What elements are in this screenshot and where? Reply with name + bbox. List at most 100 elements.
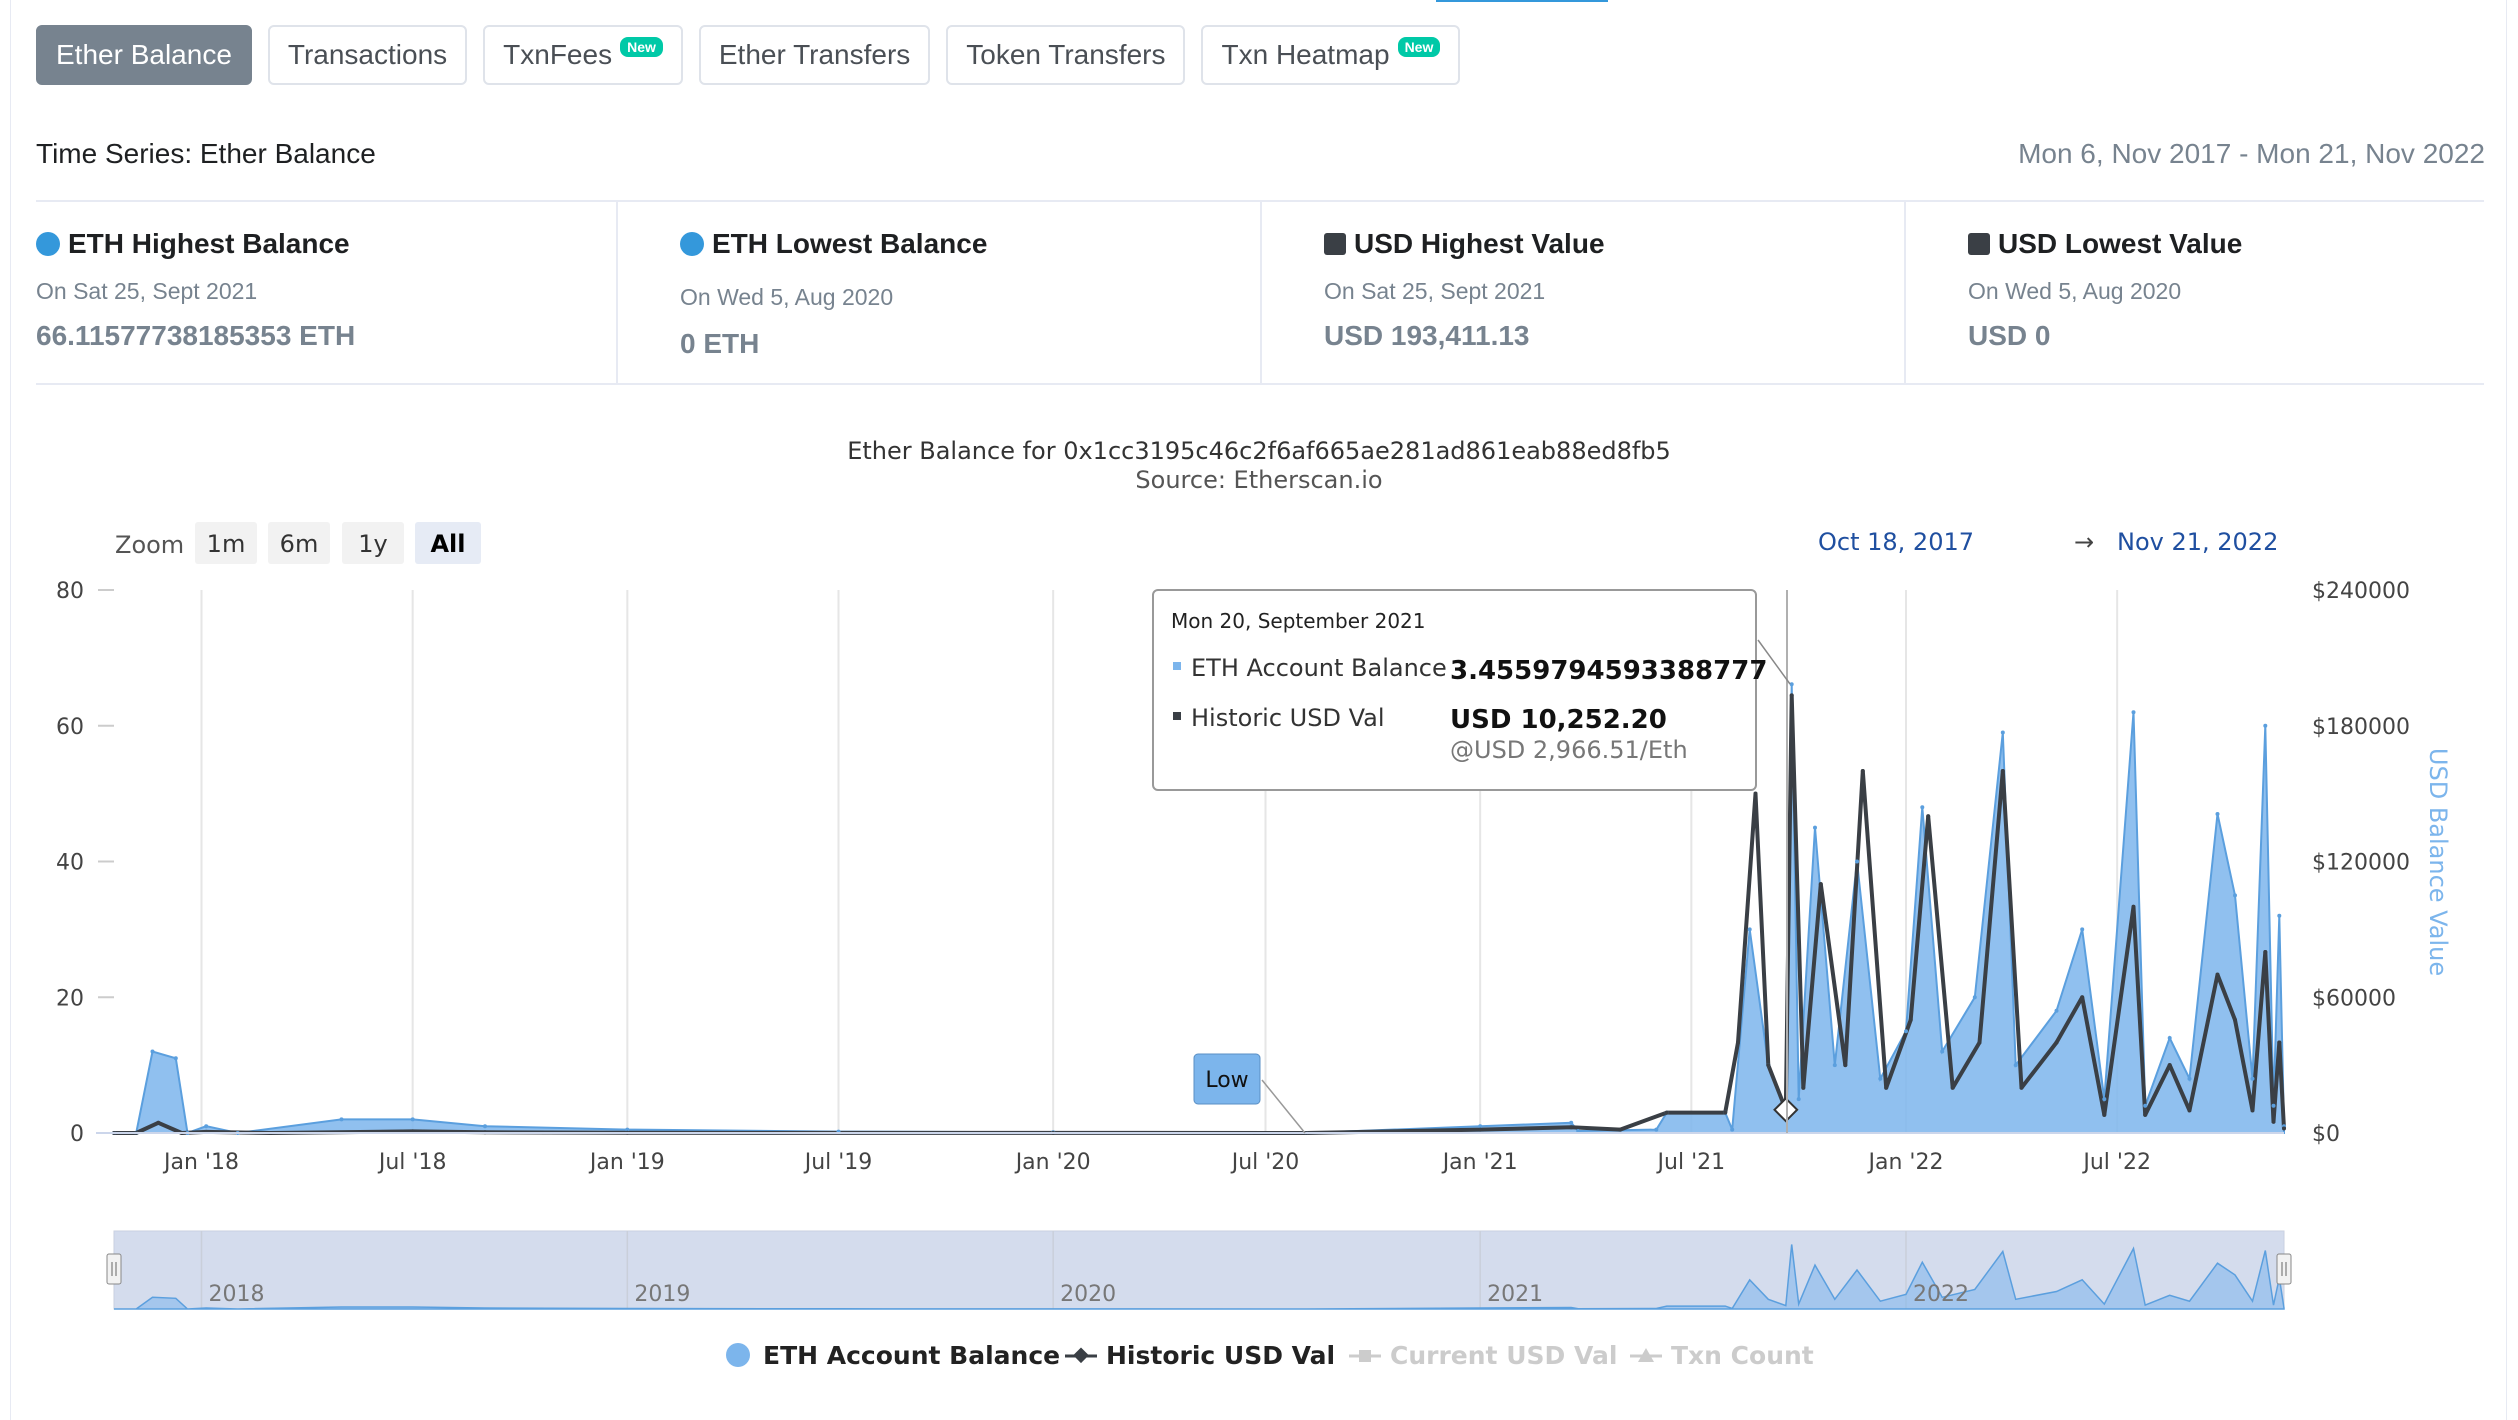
left-tick-label: 0 xyxy=(70,1122,84,1147)
eth-balance-point xyxy=(2000,730,2005,735)
tooltip-eth-marker xyxy=(1173,662,1181,670)
tab-txnfees[interactable]: TxnFees New xyxy=(483,25,683,85)
range-from-input[interactable]: Oct 18, 2017 xyxy=(1818,528,1974,556)
new-badge: New xyxy=(620,37,663,57)
divider xyxy=(36,200,2484,202)
stat-usd-highest: USD Highest Value On Sat 25, Sept 2021 U… xyxy=(1260,202,1904,383)
tab-label: Txn Heatmap xyxy=(1221,39,1390,70)
page-edge-right xyxy=(2506,0,2507,1420)
eth-balance-point xyxy=(2131,710,2136,715)
stat-eth-highest: ETH Highest Balance On Sat 25, Sept 2021… xyxy=(36,202,680,383)
historic-usd-point xyxy=(1753,791,1758,796)
zoom-1m-button[interactable]: 1m xyxy=(195,522,257,564)
x-tick-label: Jan '20 xyxy=(1014,1150,1091,1175)
historic-usd-point xyxy=(156,1120,161,1125)
x-tick-label: Jul '22 xyxy=(2081,1150,2151,1175)
legend-item-txn-count[interactable]: Txn Count xyxy=(1630,1341,1814,1370)
top-accent-bar xyxy=(1436,0,1608,2)
stat-title: ETH Highest Balance xyxy=(68,228,350,259)
right-axis-title: USD Balance Value xyxy=(2424,748,2452,976)
low-annotation: Low xyxy=(1193,1053,1306,1134)
eth-balance-point xyxy=(410,1117,415,1122)
x-tick-label: Jan '22 xyxy=(1867,1150,1944,1175)
legend-square-icon xyxy=(1359,1350,1371,1362)
x-axis: Jan '18 Jul '18 Jan '19 Jul '19 Jan '20 Jul '… xyxy=(96,1132,2284,1175)
navigator-year-label: 2018 xyxy=(209,1282,265,1307)
zoom-1y-button[interactable]: 1y xyxy=(342,522,404,564)
tab-ether-transfers[interactable]: Ether Transfers xyxy=(698,25,931,85)
historic-usd-point xyxy=(1789,693,1794,698)
navigator-right-handle[interactable] xyxy=(2276,1253,2292,1285)
stat-title: USD Highest Value xyxy=(1354,228,1605,259)
tooltip-usd-marker xyxy=(1173,712,1181,720)
range-to-input[interactable]: Nov 21, 2022 xyxy=(2117,528,2278,556)
tooltip-row-label: ETH Account Balance xyxy=(1191,654,1447,682)
legend-item-eth-balance[interactable]: ETH Account Balance xyxy=(726,1341,1060,1370)
tab-token-transfers[interactable]: Token Transfers xyxy=(946,25,1186,85)
eth-balance-point xyxy=(1478,1124,1483,1129)
zoom-6m-button[interactable]: 6m xyxy=(268,522,330,564)
historic-usd-point xyxy=(1569,1125,1574,1130)
chart-subtitle: Source: Etherscan.io xyxy=(1135,466,1382,494)
historic-usd-point xyxy=(2271,1119,2276,1124)
stat-title: USD Lowest Value xyxy=(1998,228,2243,259)
tab-ether-balance[interactable]: Ether Balance xyxy=(36,25,252,85)
legend-label: ETH Account Balance xyxy=(763,1341,1060,1370)
eth-balance-point xyxy=(2277,913,2282,918)
historic-usd-point xyxy=(2187,1108,2192,1113)
zoom-label: Zoom xyxy=(115,531,184,559)
eth-balance-point xyxy=(2102,1097,2107,1102)
historic-usd-point xyxy=(1950,1085,1955,1090)
navigator-left-handle[interactable] xyxy=(106,1253,122,1285)
tab-txn-heatmap[interactable]: Txn Heatmap New xyxy=(1201,25,1461,85)
eth-balance-point xyxy=(1920,805,1925,810)
eth-balance-point xyxy=(150,1049,155,1054)
tab-label: Transactions xyxy=(287,39,448,70)
x-tick-label: Jan '21 xyxy=(1441,1150,1518,1175)
zoom-button-label: 1m xyxy=(207,530,246,558)
stat-date: On Wed 5, Aug 2020 xyxy=(680,284,894,310)
legend-triangle-icon xyxy=(1638,1348,1654,1362)
historic-usd-point xyxy=(2215,972,2220,977)
eth-balance-point xyxy=(2250,1076,2255,1081)
historic-usd-point xyxy=(2167,1063,2172,1068)
legend-item-historic-usd[interactable]: Historic USD Val xyxy=(1065,1341,1335,1370)
stat-usd-lowest: USD Lowest Value On Wed 5, Aug 2020 USD … xyxy=(1904,202,2518,383)
eth-balance-point xyxy=(2187,1076,2192,1081)
right-tick-label: $120000 xyxy=(2312,851,2410,876)
historic-usd-point xyxy=(1801,1085,1806,1090)
historic-usd-point xyxy=(2000,769,2005,773)
x-tick-label: Jul '19 xyxy=(803,1150,873,1175)
eth-balance-point xyxy=(2271,1103,2276,1108)
zoom-button-label: 1y xyxy=(358,530,387,558)
legend-label: Historic USD Val xyxy=(1106,1341,1335,1370)
eth-balance-point xyxy=(1813,825,1817,830)
historic-usd-point xyxy=(1860,769,1865,773)
stat-value: USD 0 xyxy=(1968,320,2051,351)
blue-dot-icon xyxy=(36,232,60,256)
left-y-axis: 0 20 40 60 80 xyxy=(56,579,114,1147)
navigator[interactable]: 2018 2019 2020 2021 2022 xyxy=(106,1230,2292,1310)
right-tick-label: $0 xyxy=(2312,1122,2340,1147)
left-tick-label: 40 xyxy=(56,851,84,876)
historic-usd-point xyxy=(1618,1127,1623,1132)
eth-balance-point xyxy=(1569,1120,1574,1125)
tab-transactions[interactable]: Transactions xyxy=(267,25,468,85)
time-series-title: Time Series: Ether Balance xyxy=(36,138,376,169)
left-tick-label: 60 xyxy=(56,715,84,740)
zoom-all-button[interactable]: All xyxy=(415,522,481,564)
eth-balance-point xyxy=(204,1124,209,1129)
historic-usd-point xyxy=(2143,1112,2148,1117)
tooltip-row-sub: @USD 2,966.51/Eth xyxy=(1450,736,1688,764)
tooltip-row-value: USD 10,252.20 xyxy=(1450,705,1667,735)
historic-usd-point xyxy=(1736,1040,1740,1045)
historic-usd-point xyxy=(1723,1110,1728,1115)
tab-label: Ether Balance xyxy=(56,39,232,70)
tooltip-row-label: Historic USD Val xyxy=(1191,704,1385,732)
historic-usd-point xyxy=(1818,882,1823,887)
x-tick-label: Jan '19 xyxy=(588,1150,665,1175)
x-tick-label: Jan '18 xyxy=(162,1150,239,1175)
navigator-area xyxy=(114,1244,2285,1310)
legend-item-current-usd[interactable]: Current USD Val xyxy=(1349,1341,1617,1370)
